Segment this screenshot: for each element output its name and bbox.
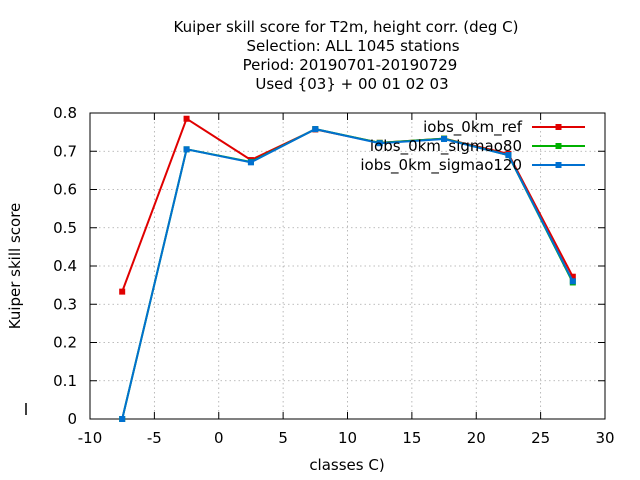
data-point [119, 416, 126, 422]
y-tick-label: 0.4 [53, 257, 77, 275]
title-line-4: Used {03} + 00 01 02 03 [255, 75, 448, 93]
legend-label: iobs_0km_sigmao80 [370, 137, 522, 156]
data-point [569, 278, 576, 285]
series-line [121, 128, 574, 420]
legend-label: iobs_0km_ref [423, 118, 523, 137]
y-tick-label: 0.1 [53, 372, 77, 390]
series-iobs_0km_sigmao120 [119, 126, 576, 422]
data-point [505, 152, 512, 159]
chart-title: Kuiper skill score for T2m, height corr.… [174, 18, 519, 93]
grid [90, 113, 605, 419]
x-axis-label: classes C) [309, 456, 384, 474]
legend-swatch-marker [555, 143, 562, 149]
legend-swatch-marker [555, 162, 562, 168]
y-axis-ticks: 0 0.1 0.2 0.3 0.4 0.5 0.6 0.7 0.8 [53, 104, 605, 428]
y-tick-label: 0.6 [53, 181, 77, 199]
x-tick-label: 20 [467, 429, 486, 447]
legend-item: iobs_0km_sigmao120 [360, 156, 585, 175]
title-line-3: Period: 20190701-20190729 [243, 56, 458, 74]
y-tick-label: 0.5 [53, 219, 77, 237]
y-tick-label: 0.2 [53, 334, 77, 352]
x-tick-label: -10 [78, 429, 103, 447]
y-axis-label: Kuiper skill score [6, 203, 24, 330]
data-point [183, 146, 190, 153]
data-point [247, 159, 254, 166]
legend-swatch-marker [555, 124, 562, 130]
legend-item: iobs_0km_sigmao80 [370, 137, 585, 156]
x-tick-label: 30 [595, 429, 614, 447]
plot-frame [89, 112, 606, 420]
y-tick-label: 0 [67, 410, 77, 428]
x-tick-label: 5 [278, 429, 288, 447]
y-tick-label: 0.3 [53, 295, 77, 313]
x-tick-label: -5 [147, 429, 162, 447]
x-tick-label: 10 [338, 429, 357, 447]
x-tick-label: 15 [402, 429, 421, 447]
x-tick-label: 0 [214, 429, 224, 447]
legend-item: iobs_0km_ref [423, 118, 585, 137]
title-line-1: Kuiper skill score for T2m, height corr.… [174, 18, 519, 36]
y-tick-label: 0.8 [53, 104, 77, 122]
title-line-2: Selection: ALL 1045 stations [246, 37, 459, 55]
data-point [119, 288, 126, 295]
data-point [312, 126, 319, 133]
data-point [441, 136, 448, 143]
legend: iobs_0km_refiobs_0km_sigmao80iobs_0km_si… [360, 118, 585, 175]
data-point [569, 273, 576, 280]
data-point [376, 140, 383, 147]
x-axis-ticks: -10 -5 0 5 10 15 20 25 30 [78, 113, 615, 447]
data-series [119, 115, 576, 422]
y-tick-label: 0.7 [53, 142, 77, 160]
data-point [183, 115, 190, 122]
x-tick-label: 25 [531, 429, 550, 447]
legend-label: iobs_0km_sigmao120 [360, 156, 522, 175]
